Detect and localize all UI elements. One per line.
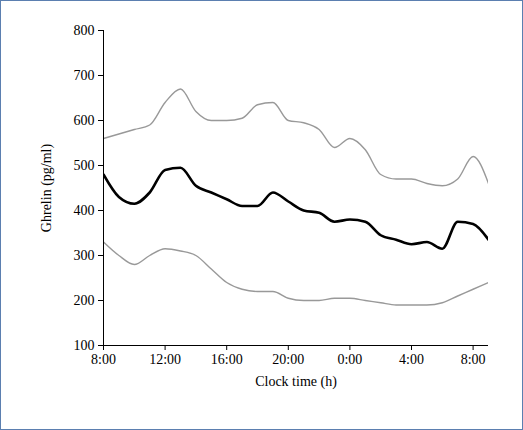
svg-text:16:00: 16:00 [211, 352, 243, 367]
svg-text:200: 200 [74, 293, 95, 308]
svg-text:600: 600 [74, 113, 95, 128]
svg-text:20:00: 20:00 [272, 352, 304, 367]
svg-text:400: 400 [74, 203, 95, 218]
svg-text:Ghrelin (pg/ml): Ghrelin (pg/ml) [39, 144, 55, 233]
svg-text:12:00: 12:00 [149, 352, 181, 367]
svg-text:300: 300 [74, 248, 95, 263]
svg-text:800: 800 [74, 23, 95, 38]
svg-text:100: 100 [74, 338, 95, 353]
svg-text:Clock time (h): Clock time (h) [255, 374, 337, 390]
svg-text:8:00: 8:00 [91, 352, 116, 367]
svg-text:4:00: 4:00 [399, 352, 424, 367]
svg-text:8:00: 8:00 [461, 352, 486, 367]
svg-text:0:00: 0:00 [337, 352, 362, 367]
svg-text:700: 700 [74, 68, 95, 83]
svg-text:500: 500 [74, 158, 95, 173]
